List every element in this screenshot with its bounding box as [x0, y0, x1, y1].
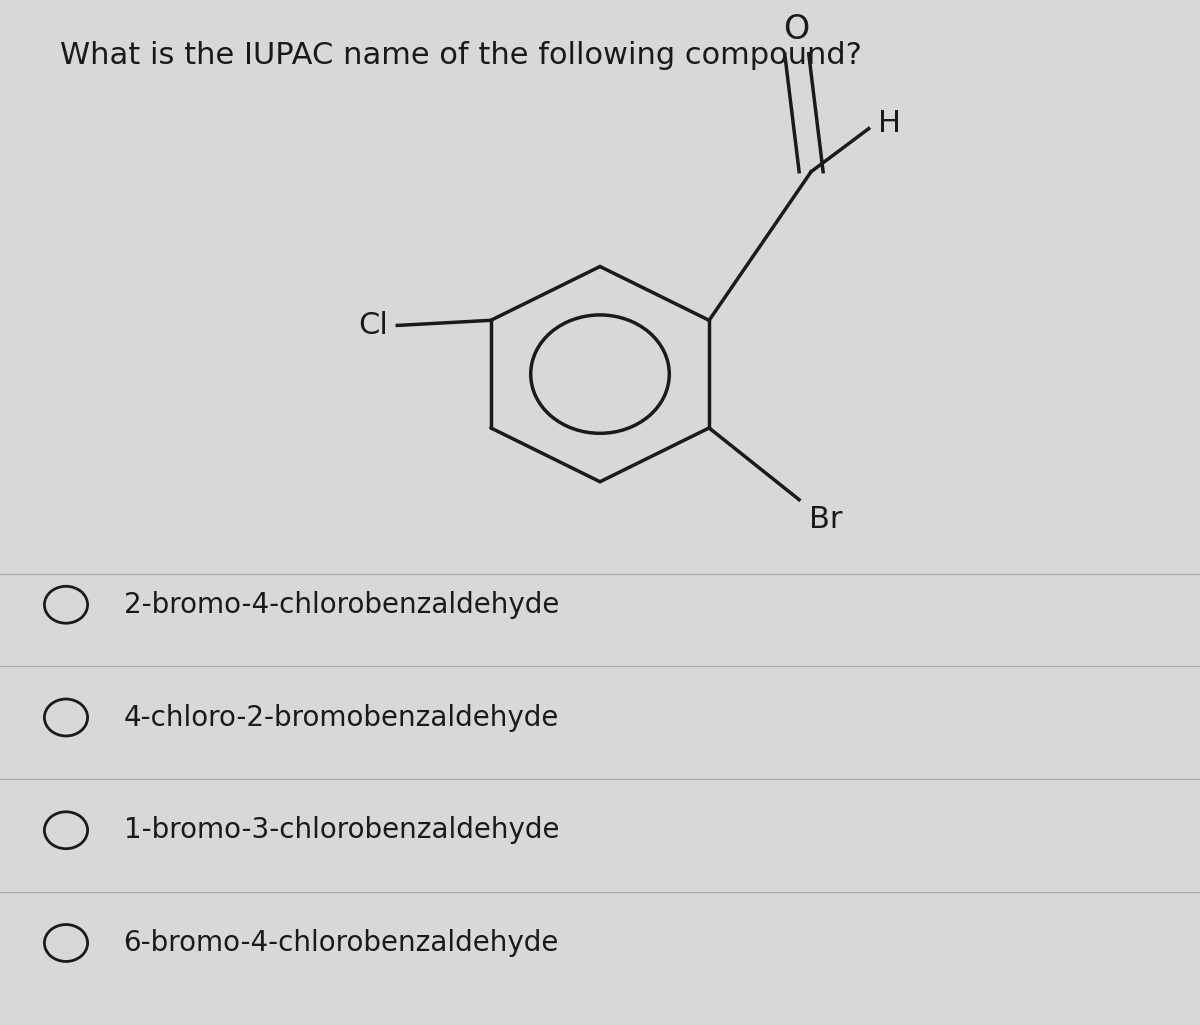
- Text: 6-bromo-4-chlorobenzaldehyde: 6-bromo-4-chlorobenzaldehyde: [124, 929, 559, 957]
- Text: Br: Br: [809, 505, 842, 534]
- Text: 1-bromo-3-chlorobenzaldehyde: 1-bromo-3-chlorobenzaldehyde: [124, 816, 559, 845]
- Text: What is the IUPAC name of the following compound?: What is the IUPAC name of the following …: [60, 41, 862, 70]
- Text: Cl: Cl: [358, 311, 388, 340]
- Text: 4-chloro-2-bromobenzaldehyde: 4-chloro-2-bromobenzaldehyde: [124, 703, 559, 732]
- Text: 2-bromo-4-chlorobenzaldehyde: 2-bromo-4-chlorobenzaldehyde: [124, 590, 559, 619]
- Text: H: H: [878, 109, 901, 138]
- Text: O: O: [784, 12, 810, 45]
